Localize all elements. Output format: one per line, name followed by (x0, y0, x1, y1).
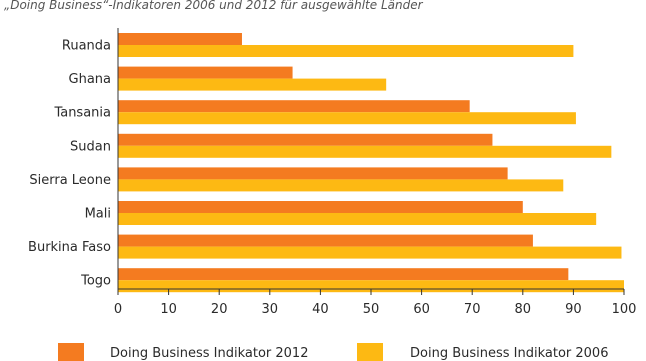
x-tick-label: 0 (114, 302, 122, 317)
bar-2012-tansania (118, 100, 470, 113)
category-label: Togo (80, 274, 111, 289)
bar-2012-burkina-faso (118, 234, 533, 247)
chart-caption: „Doing Business“-Indikatoren 2006 und 20… (4, 0, 424, 12)
x-tick-label: 40 (312, 302, 329, 317)
bar-2006-ghana (118, 78, 387, 91)
bar-2012-togo (118, 268, 569, 281)
category-label: Burkina Faso (28, 240, 111, 255)
x-ticks: 0 10 20 30 40 50 60 70 80 90 100 (114, 289, 637, 317)
bar-2006-burkina-faso (118, 246, 622, 259)
bar-2012-ghana (118, 66, 293, 79)
bar-2012-ruanda (118, 33, 242, 45)
category-label: Tansania (53, 106, 111, 121)
bars-group (118, 33, 624, 293)
category-label: Sudan (70, 139, 111, 154)
x-tick-label: 20 (211, 302, 228, 317)
legend-swatch (58, 343, 84, 361)
bar-2006-sierra-leone (118, 179, 564, 192)
bar-2012-mali (118, 201, 523, 213)
x-tick-label: 10 (160, 302, 177, 317)
bar-2012-sudan (118, 133, 493, 146)
x-tick-label: 70 (464, 302, 481, 317)
x-tick-label: 100 (612, 302, 637, 317)
x-tick-label: 50 (363, 302, 380, 317)
legend: Doing Business Indikator 2012 Doing Busin… (58, 343, 608, 361)
category-labels: Ruanda Ghana Tansania Sudan Sierra Leone Mali… (28, 39, 111, 289)
bar-2006-tansania (118, 112, 576, 125)
legend-swatch (357, 343, 383, 361)
x-tick-label: 90 (565, 302, 582, 317)
category-label: Sierra Leone (29, 173, 111, 188)
x-tick-label: 60 (413, 302, 430, 317)
x-tick-label: 80 (515, 302, 532, 317)
legend-label: Doing Business Indikator 2012 (110, 346, 308, 361)
category-label: Ghana (69, 72, 112, 87)
x-tick-label: 30 (262, 302, 279, 317)
legend-label: Doing Business Indikator 2006 (410, 346, 608, 361)
category-label: Mali (85, 207, 111, 222)
bar-2012-sierra-leone (118, 167, 508, 180)
bar-2006-ruanda (118, 45, 574, 57)
bar-2006-sudan (118, 145, 612, 158)
bar-2006-mali (118, 213, 597, 225)
category-label: Ruanda (62, 39, 111, 54)
